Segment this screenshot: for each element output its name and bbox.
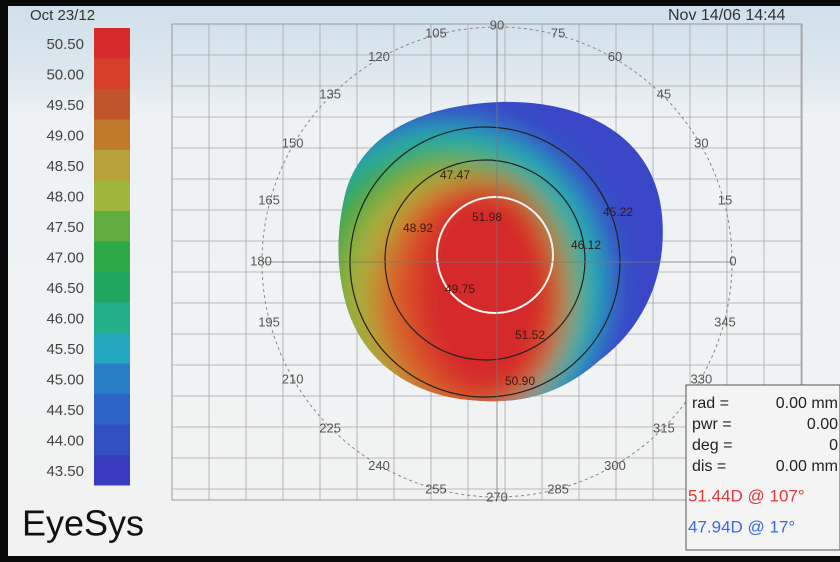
scale-label: 46.50 [46,280,84,297]
angle-label: 270 [486,489,508,504]
scale-label: 47.00 [46,250,84,267]
angle-label: 105 [425,25,447,40]
angle-label: 150 [282,135,304,150]
scale-swatch [94,211,130,242]
scale-label: 44.00 [46,433,84,450]
readout-value: 0.00 mm [776,395,838,412]
angle-label: 165 [258,192,280,207]
scale-swatch [94,242,130,273]
scale-label: 47.50 [46,219,84,236]
angle-label: 135 [319,87,341,102]
scale-swatch [94,59,130,90]
scale-swatch [94,394,130,425]
readout-value: 0.00 [807,416,838,433]
map-value: 46.12 [571,238,601,252]
angle-label: 120 [368,49,390,64]
scale-swatch [94,272,130,303]
scale-swatch [94,120,130,151]
scale-swatch [94,28,130,59]
map-value: 48.92 [403,221,433,235]
angle-label: 300 [604,458,626,473]
angle-label: 285 [547,481,569,496]
scale-label: 49.00 [46,128,84,145]
angle-label: 240 [368,458,390,473]
map-value: 45.22 [603,205,633,219]
readout-key: pwr = [692,416,732,433]
angle-label: 225 [319,420,341,435]
angle-label: 45 [657,87,671,102]
scale-label: 48.00 [46,189,84,206]
max-reading: 51.44D @ 107° [688,486,805,505]
scale-label: 50.00 [46,67,84,84]
scale-label: 45.50 [46,341,84,358]
scale-swatch [94,333,130,364]
readout-key: rad = [692,395,729,412]
map-value: 49.75 [445,282,475,296]
readout-key: deg = [692,437,732,454]
scale-swatch [94,303,130,334]
scale-swatch [94,150,130,181]
angle-label: 315 [653,420,675,435]
topography-screen: 50.50 50.00 49.50 49.00 48.50 48.00 47.50 47.00… [0,0,840,562]
angle-label: 90 [490,17,504,32]
angle-label: 195 [258,315,280,330]
scale-label: 46.00 [46,311,84,328]
scale-swatch [94,364,130,395]
scale-label: 45.00 [46,372,84,389]
exam-date: Oct 23/12 [30,7,95,24]
scale-label: 50.50 [46,36,84,53]
angle-label: 30 [694,135,708,150]
brand: EyeSys [22,503,144,544]
angle-label: 15 [718,192,732,207]
scale-swatch [94,89,130,120]
angle-label: 330 [691,371,713,386]
readout-key: dis = [692,458,726,475]
angle-label: 75 [551,25,565,40]
scale-swatch [94,455,130,486]
map-value: 51.98 [472,210,502,224]
scale-label: 43.50 [46,463,84,480]
scale-label: 48.50 [46,158,84,175]
angle-label: 180 [250,253,272,268]
angle-label: 255 [425,481,447,496]
map-value: 50.90 [505,374,535,388]
scale-label: 49.50 [46,97,84,114]
scale-swatch [94,425,130,456]
map-value: 47.47 [440,168,470,182]
scale-label: 44.50 [46,402,84,419]
map-value: 51.52 [515,328,545,342]
readout-value: 0.00 mm [776,458,838,475]
angle-label: 345 [714,315,736,330]
angle-label: 60 [608,49,622,64]
angle-label: 210 [282,371,304,386]
angle-label: 0 [729,253,736,268]
readout-value: 0 [829,437,838,454]
min-reading: 47.94D @ 17° [688,517,795,536]
timestamp: Nov 14/06 14:44 [668,7,786,24]
scale-swatch [94,181,130,212]
